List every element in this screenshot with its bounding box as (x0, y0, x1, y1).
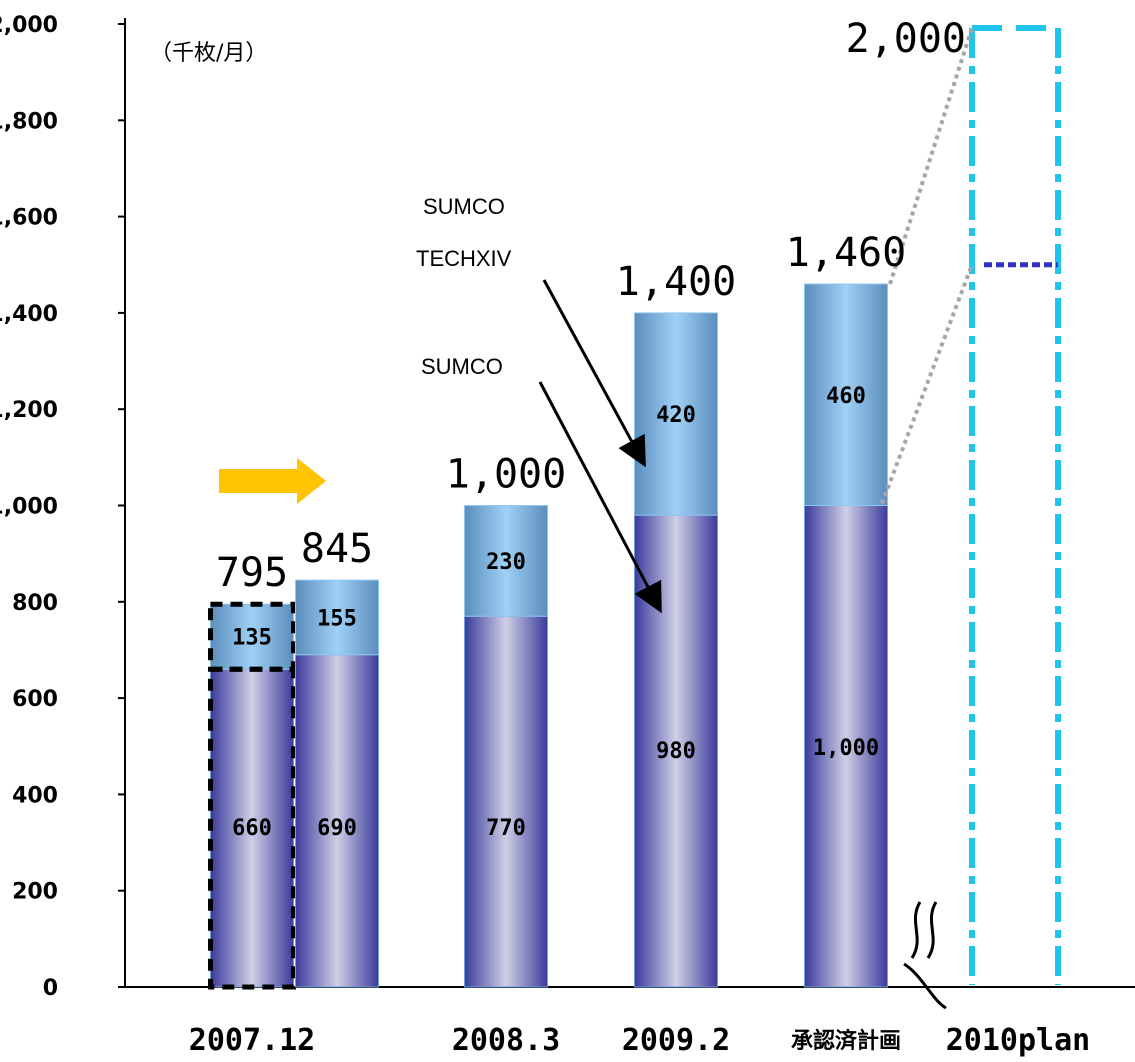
y-tick-label: 200 (12, 880, 58, 905)
bar-sumco (464, 615, 548, 988)
data-label-sumco: 770 (486, 816, 526, 841)
bar-techxiv (634, 312, 718, 516)
data-label-techxiv: 420 (656, 403, 696, 428)
data-label-sumco: 690 (317, 816, 357, 841)
y-tick-label: 1,200 (0, 398, 58, 423)
total-label: 1,400 (616, 259, 736, 305)
data-label-techxiv: 135 (232, 626, 272, 651)
x-label-2007-12: 2007.12 (189, 1023, 315, 1058)
y-tick-label: 1,000 (0, 495, 58, 520)
connector-total (888, 27, 974, 285)
data-label-sumco: 1,000 (813, 736, 879, 761)
bar-sumco (210, 668, 294, 988)
y-tick-label: 400 (12, 783, 58, 808)
y-tick-label: 0 (43, 976, 58, 1001)
y-tick-label: 1,600 (0, 206, 58, 231)
total-label: 845 (301, 526, 373, 572)
annotation-techxiv-line1: SUMCO (423, 194, 505, 219)
bars (208, 283, 888, 990)
y-tick-label: 800 (12, 591, 58, 616)
total-label: 1,460 (786, 230, 906, 276)
data-label-sumco: 660 (232, 816, 272, 841)
total-label: 1,000 (446, 452, 566, 498)
total-label: 795 (216, 550, 288, 596)
annotation-techxiv-line2: TECHXIV (416, 246, 512, 271)
data-label-techxiv: 155 (317, 606, 357, 631)
data-label-techxiv: 460 (826, 384, 866, 409)
data-label-sumco: 980 (656, 739, 696, 764)
plan-2010: 2,000 (846, 16, 1061, 985)
bar-sumco (295, 654, 379, 988)
axes: 0 200 400 600 800 1,000 1,200 1,400 1,600 1,800 2,… (0, 13, 1135, 1001)
x-label-approved: 承認済計画 (791, 1028, 901, 1054)
labels: 660 135 795 690 155 845 770 230 1,000 980 420 1,400… (216, 230, 906, 841)
yellow-arrow-icon (219, 458, 326, 504)
data-label-techxiv: 230 (486, 550, 526, 575)
x-label-2008-3: 2008.3 (452, 1023, 560, 1058)
y-tick-label: 1,400 (0, 302, 58, 327)
unit-label: （千枚/月） (150, 41, 267, 66)
plan-total-label: 2,000 (846, 16, 966, 62)
connector-sumco (880, 264, 974, 505)
x-label-2010plan: 2010plan (946, 1023, 1091, 1058)
bar-sumco (804, 505, 888, 988)
bar-techxiv (295, 579, 379, 656)
y-tick-label: 600 (12, 687, 58, 712)
bar-techxiv-dashed-outline (208, 601, 296, 672)
bar-techxiv (804, 283, 888, 507)
x-label-2009-2: 2009.2 (622, 1023, 730, 1058)
annotation-sumco-arrow (538, 381, 662, 614)
y-tick-label: 1,800 (0, 109, 58, 134)
y-tick-label: 2,000 (0, 13, 58, 38)
annotation-techxiv-arrow (542, 279, 646, 468)
annotation-sumco: SUMCO (421, 354, 503, 379)
bar-techxiv (464, 505, 548, 617)
axis-break-icon (903, 901, 947, 1010)
bar-techxiv (210, 603, 294, 670)
